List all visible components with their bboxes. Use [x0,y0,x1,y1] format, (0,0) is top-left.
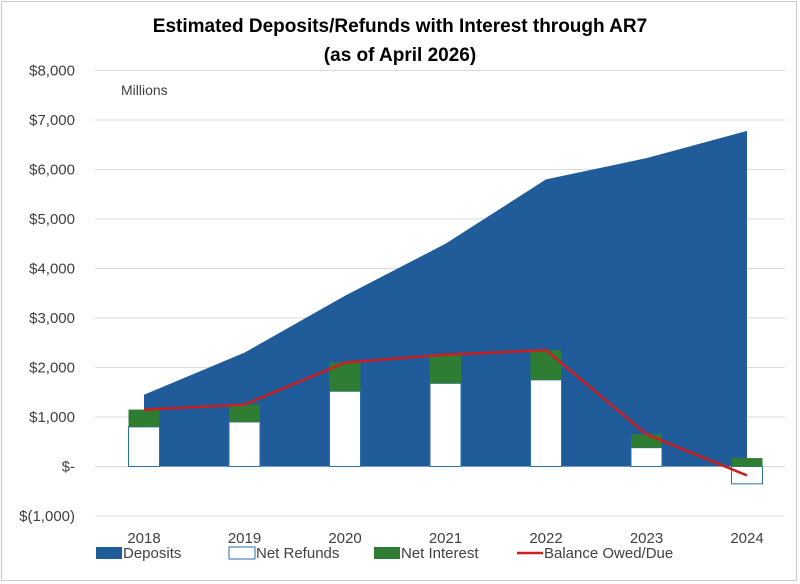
x-tick-label: 2023 [630,530,663,547]
balance-owed-due-line [143,348,748,477]
x-tick-label: 2020 [328,530,361,547]
net-refunds-bar [228,421,261,468]
net-interest-bar [631,434,662,448]
legend-label: Balance Owed/Due [544,545,673,562]
y-tick-label: $6,000 [29,162,75,179]
stacked-bars-layer [128,350,763,485]
net-interest-bar [731,458,763,467]
legend-item: Deposits [96,545,181,562]
chart-title: Estimated Deposits/Refunds with Interest… [152,16,648,37]
y-tick-label: $4,000 [29,261,75,278]
balance-line-layer [143,348,748,477]
legend-item: Net Interest [374,545,479,562]
legend-label: Deposits [123,545,181,562]
net-interest-bar [128,409,160,427]
y-tick-label: $1,000 [29,409,75,426]
legend-swatch [228,546,256,560]
units-label: Millions [121,82,168,98]
x-tick-label: 2022 [529,530,562,547]
y-axis-ticks: $8,000 $7,000 $6,000 $5,000 $4,000 $3,000 $2,0… [19,63,75,526]
y-tick-label: $2,000 [29,360,75,377]
y-tick-label: $(1,000) [19,508,75,525]
x-tick-label: 2018 [127,530,160,547]
y-tick-label: $- [62,459,75,476]
y-tick-label: $3,000 [29,310,75,327]
legend-swatch [96,547,122,559]
net-refunds-bar [128,426,160,467]
net-interest-bar [229,404,260,422]
legend-label: Net Interest [401,545,479,562]
y-tick-label: $5,000 [29,211,75,228]
net-refunds-bar [329,390,361,468]
legend-item: Net Refunds [228,545,339,562]
x-tick-label: 2024 [730,530,763,547]
chart-subtitle: (as of April 2026) [323,45,477,66]
x-tick-label: 2019 [228,530,261,547]
net-refunds-bar [530,379,562,467]
legend: Deposits Net Refunds Net Interest Balance O… [96,545,673,562]
x-tick-label: 2021 [429,530,462,547]
net-refunds-bar [429,382,462,467]
net-interest-bar [530,350,562,380]
legend-swatch [374,547,400,559]
x-axis-ticks: 2018 2019 2020 2021 2022 2023 2024 [127,530,763,547]
y-tick-label: $8,000 [29,63,75,80]
net-refunds-bar [630,447,663,468]
legend-item: Balance Owed/Due [517,545,673,562]
legend-label: Net Refunds [256,545,339,562]
y-tick-label: $7,000 [29,112,75,129]
net-interest-bar [430,354,461,384]
